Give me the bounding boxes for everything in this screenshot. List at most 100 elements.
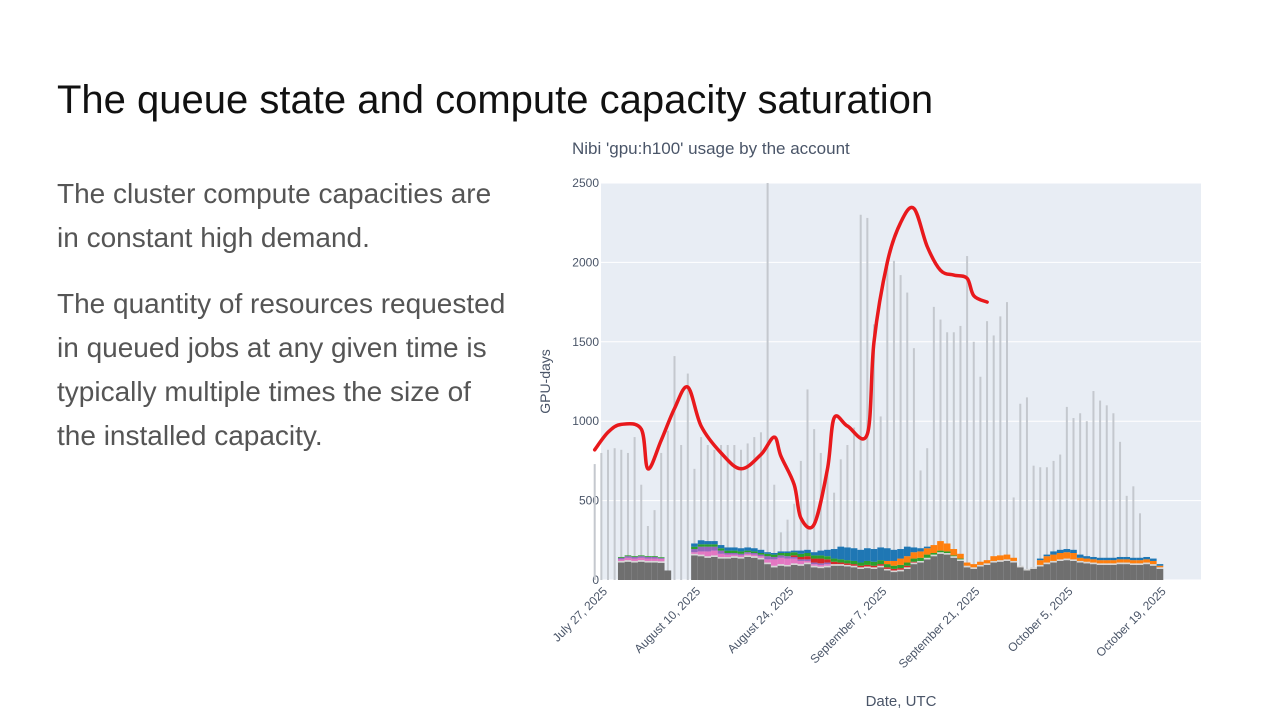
usage-bar-segment [1096, 564, 1104, 580]
usage-bar-segment [731, 554, 738, 557]
usage-bar-segment [997, 560, 1004, 562]
usage-bar-segment [1023, 568, 1031, 571]
usage-bar-segment [824, 549, 831, 557]
queued-bar [773, 484, 776, 580]
usage-bar-segment [997, 561, 1004, 580]
usage-bar-segment [1036, 564, 1044, 567]
usage-bar-segment [1036, 566, 1044, 580]
usage-bar-segment [764, 562, 771, 565]
usage-bar-segment [1056, 560, 1064, 580]
queued-bar [1032, 465, 1035, 580]
usage-bar-segment [784, 566, 791, 580]
usage-bar-segment [977, 566, 984, 580]
queued-bar [1119, 441, 1122, 580]
usage-bar-segment [644, 556, 652, 557]
usage-bar-segment [864, 548, 871, 561]
usage-bar-segment [983, 564, 991, 580]
queued-bar [932, 306, 935, 580]
usage-bar-segment [877, 547, 884, 561]
usage-bar-segment [864, 560, 871, 565]
queued-bar [1019, 403, 1022, 580]
usage-bar-segment [883, 568, 891, 571]
usage-bar-segment [817, 568, 825, 580]
queued-bar [1059, 454, 1062, 580]
usage-bar-segment [850, 565, 858, 568]
usage-bar-segment [757, 557, 765, 560]
usage-bar-segment [1110, 557, 1117, 561]
usage-bar-segment [890, 572, 898, 580]
queued-bar [686, 373, 689, 580]
usage-bar-segment [830, 561, 838, 565]
queued-bar [713, 449, 716, 580]
queued-bar [959, 325, 962, 580]
usage-bar-segment [890, 565, 898, 569]
usage-bar-segment [1123, 562, 1131, 565]
queued-bar [886, 267, 889, 580]
usage-bar-segment [724, 553, 732, 555]
usage-bar-segment [711, 556, 718, 580]
usage-bar-segment [724, 547, 732, 551]
usage-bar-segment [943, 553, 951, 555]
usage-bar-segment [910, 564, 918, 580]
usage-bar-segment [777, 551, 785, 554]
usage-bar-segment [1149, 558, 1157, 561]
usage-bar-segment [1136, 560, 1144, 564]
usage-bar-segment [870, 565, 878, 568]
usage-bar-segment [857, 549, 865, 563]
usage-bar-segment [1143, 559, 1150, 563]
usage-bar-segment [950, 549, 958, 556]
usage-bar-segment [890, 560, 898, 566]
usage-bar-segment [937, 550, 944, 553]
usage-bar-segment [1090, 562, 1097, 565]
usage-bar-segment [691, 555, 698, 580]
queued-bar [733, 445, 736, 580]
usage-bar-segment [1103, 564, 1111, 580]
usage-bar-segment [897, 571, 904, 580]
usage-bar-segment [797, 550, 805, 554]
usage-bar-segment [903, 546, 911, 557]
queued-bar [906, 292, 909, 580]
usage-bar-segment [724, 558, 732, 580]
usage-bar-segment [857, 567, 865, 569]
usage-bar-segment [704, 556, 712, 558]
usage-bar-segment [937, 553, 944, 580]
usage-bar-segment [1036, 558, 1044, 561]
usage-bar-segment [651, 558, 658, 561]
queued-bar [992, 335, 995, 580]
usage-bar-segment [697, 546, 705, 552]
usage-bar-segment [1070, 560, 1077, 580]
queued-bar [666, 430, 669, 580]
usage-bar-segment [731, 557, 738, 580]
usage-bar-segment [1063, 560, 1071, 580]
usage-bar-segment [737, 558, 745, 580]
usage-bar-segment [1023, 570, 1031, 580]
usage-bar-segment [737, 553, 745, 556]
usage-bar-segment [830, 549, 838, 559]
usage-bar-segment [837, 559, 845, 563]
usage-bar-segment [877, 565, 884, 568]
usage-bar-segment [844, 547, 851, 561]
usage-bar-segment [1156, 564, 1164, 566]
usage-bar-segment [637, 560, 645, 562]
usage-bar-segment [917, 557, 924, 561]
usage-bar-segment [804, 556, 811, 560]
queued-bar [986, 321, 989, 580]
usage-bar-segment [903, 562, 911, 566]
usage-bar-segment [697, 540, 705, 545]
usage-bar-segment [624, 556, 632, 558]
usage-bar-segment [957, 553, 964, 559]
usage-bar-segment [704, 551, 712, 557]
queued-bar [607, 449, 609, 580]
usage-bar-segment [631, 560, 638, 563]
usage-bar-segment [910, 562, 918, 565]
usage-bar-segment [717, 556, 725, 559]
usage-bar-segment [644, 556, 652, 559]
usage-bar-segment [804, 564, 811, 580]
usage-bar-segment [1076, 560, 1084, 563]
usage-bar-segment [1123, 564, 1131, 580]
x-tick-label: July 27, 2025 [550, 584, 611, 645]
queued-bar [646, 526, 649, 580]
queued-bar [839, 459, 842, 580]
usage-bar-segment [810, 558, 818, 563]
usage-bar-segment [817, 555, 825, 559]
